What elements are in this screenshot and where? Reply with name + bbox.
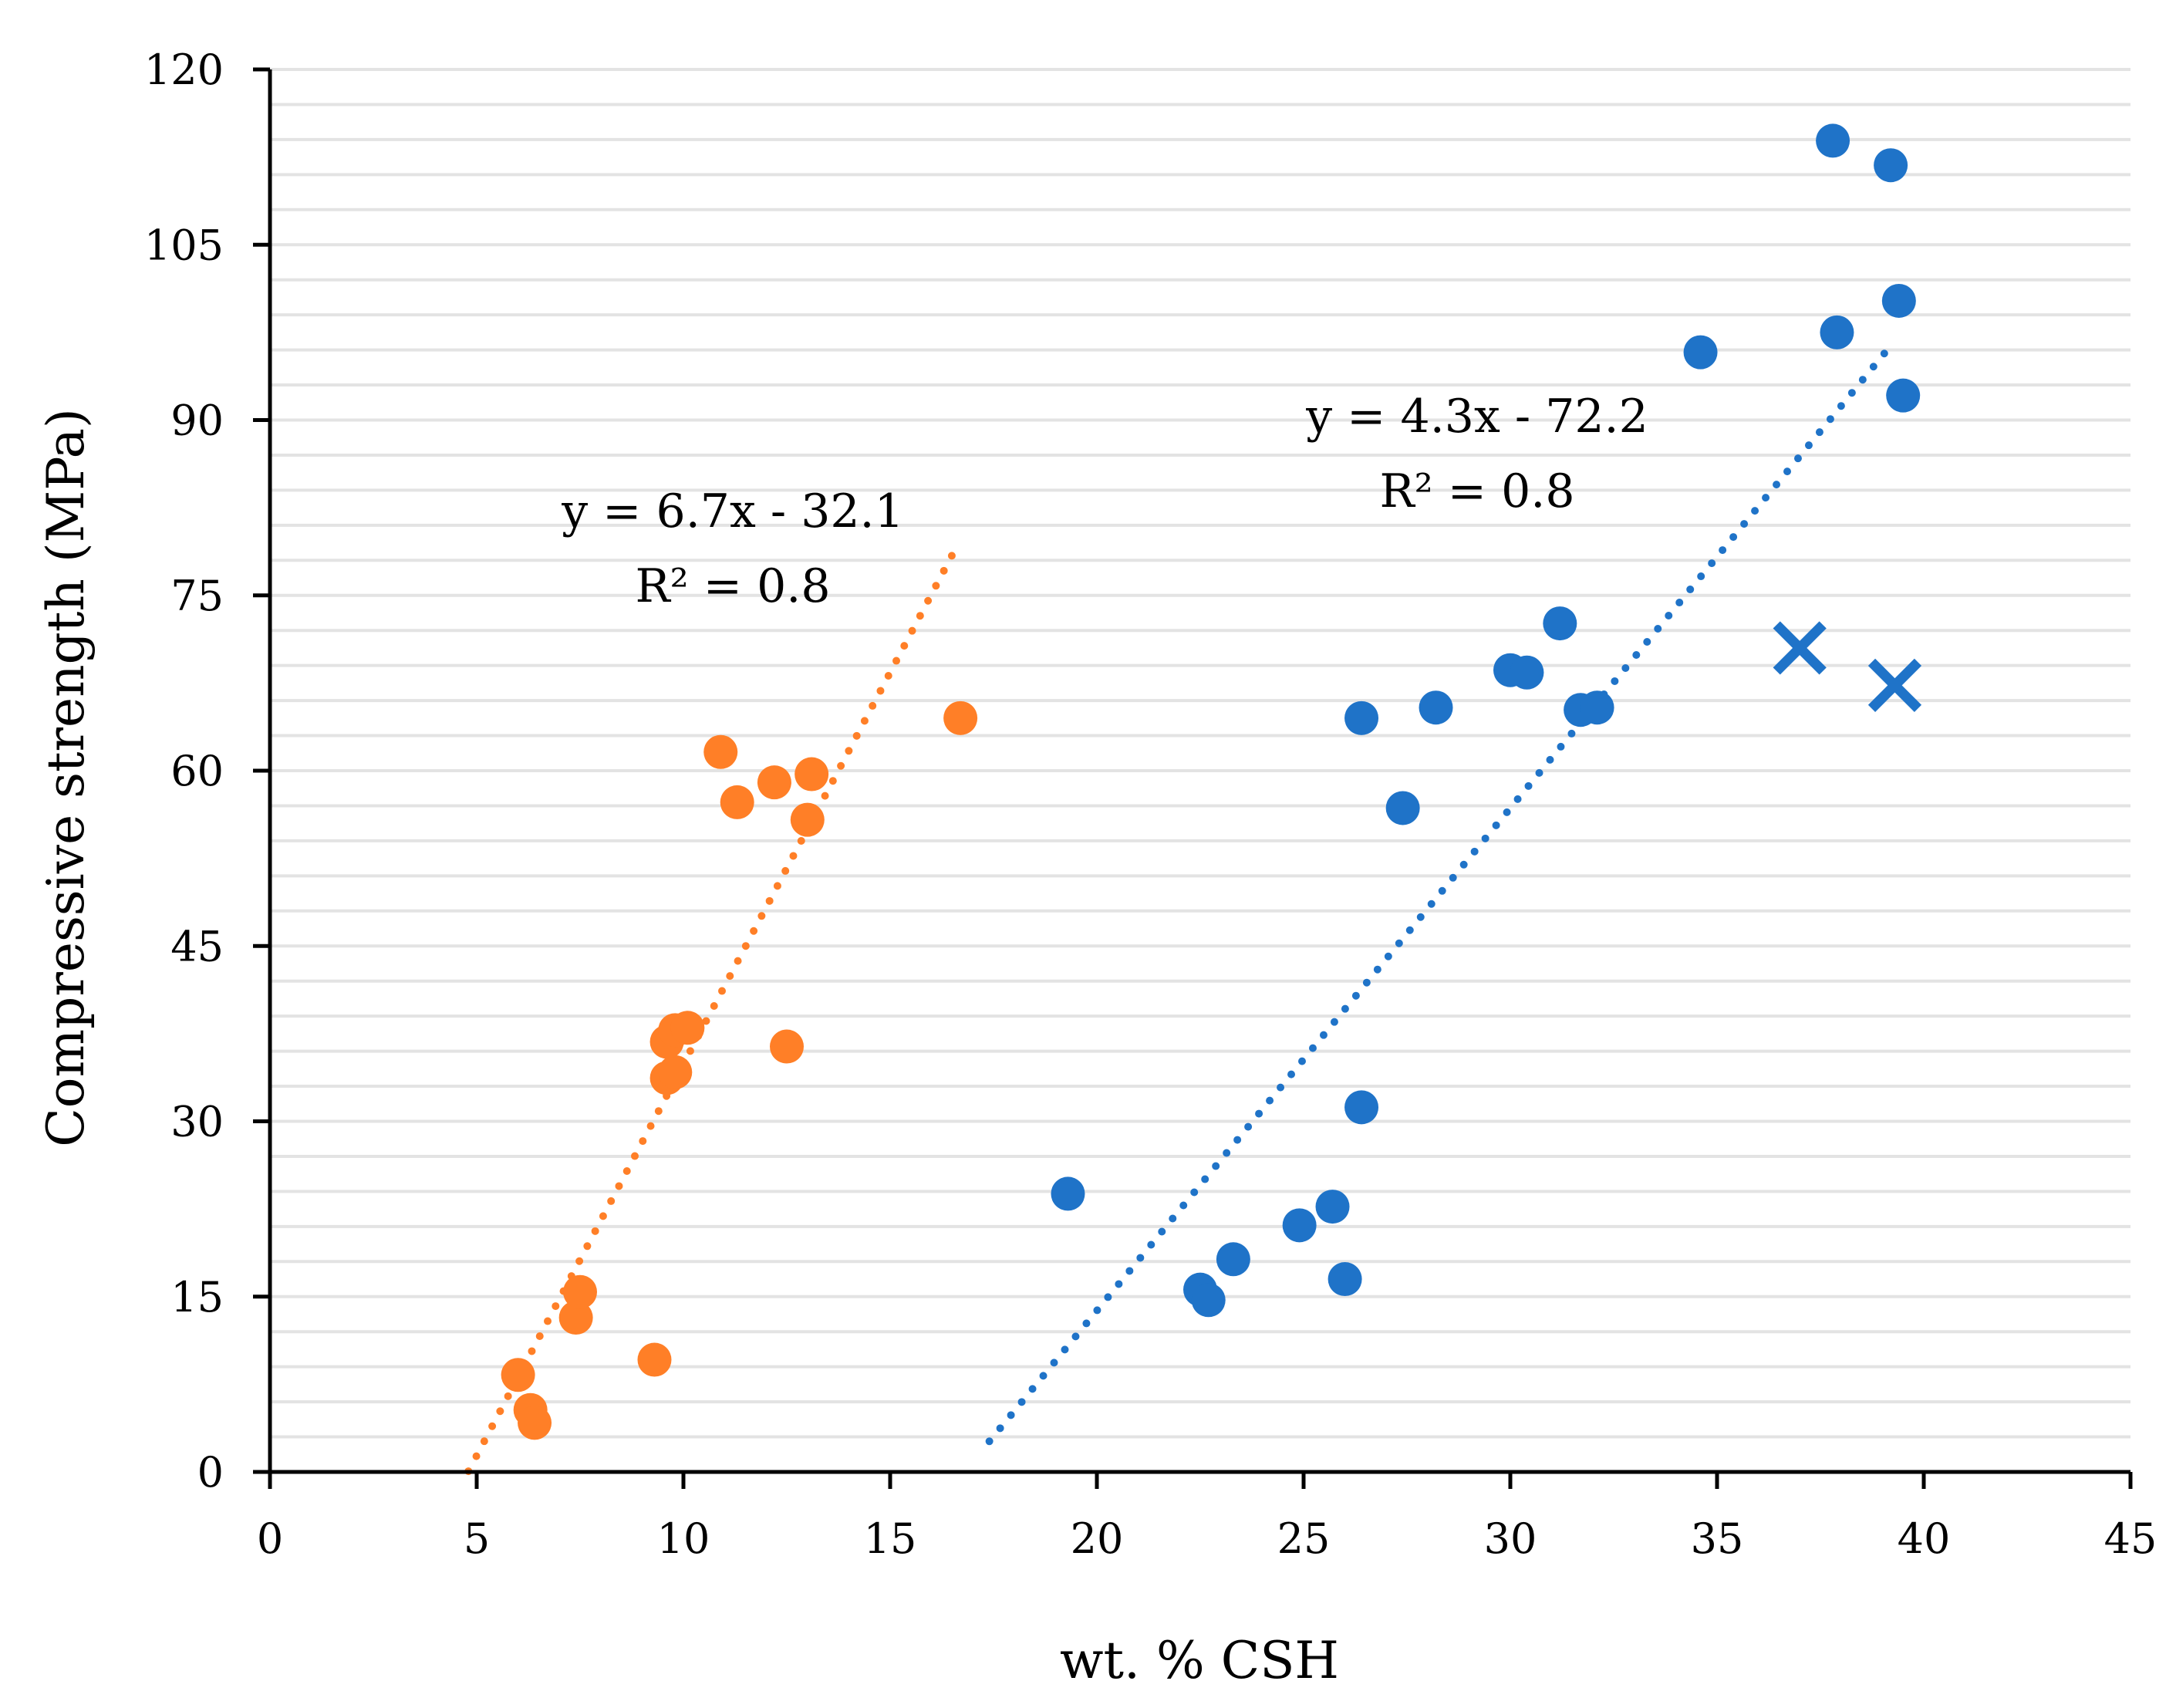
x-tick-label: 25 [1277,1514,1331,1563]
tick-labels: 0 15 30 45 60 75 90 105 120 0 5 10 15 20 25 30 35 40 45 [144,46,2157,1563]
x-tick-label: 30 [1484,1514,1537,1563]
blue-point [1328,1262,1362,1297]
blue-point [1315,1190,1350,1224]
orange-point [637,1342,672,1377]
blue-point [1419,690,1453,725]
orange-point [757,765,791,800]
blue-point [1216,1242,1250,1277]
orange-point [563,1274,597,1309]
y-tick-label: 30 [170,1098,224,1146]
orange-trend-equation: y = 6.7x - 32.1 [561,484,904,538]
orange-trendline [464,543,960,1476]
blue-trendline [985,336,1899,1446]
blue-point [1051,1176,1085,1211]
orange-point [720,785,754,819]
x-tick-label: 5 [464,1514,490,1563]
data-points [501,123,1922,1440]
x-tick-label: 20 [1071,1514,1124,1563]
orange-point [703,734,738,769]
y-tick-label: 60 [170,747,224,795]
blue-point [1191,1283,1226,1318]
orange-point [790,802,825,837]
x-tick-label: 45 [2104,1514,2157,1563]
blue-trend-equation: y = 4.3x - 72.2 [1305,390,1648,444]
orange-point [501,1358,535,1392]
blue-outliers-point [1867,658,1922,713]
trendlines [464,336,1899,1476]
blue-point [1580,690,1614,725]
y-axis-title: Compressive strength (MPa) [36,408,96,1146]
x-tick-label: 15 [864,1514,917,1563]
blue-point [1282,1208,1317,1243]
orange-point [770,1029,804,1064]
orange-point [558,1301,593,1335]
orange-point [943,700,978,735]
blue-point [1881,283,1916,318]
blue-point [1344,700,1379,735]
blue-point [1816,123,1850,158]
x-tick-label: 0 [257,1514,283,1563]
x-marker-stroke [1773,621,1827,675]
y-tick-label: 45 [170,922,224,970]
blue-point [1820,315,1854,349]
orange-point [518,1406,552,1440]
blue-trend-r2: R² = 0.8 [1379,464,1574,518]
x-tick-label: 10 [657,1514,710,1563]
blue-point [1385,791,1420,825]
blue-point [1886,378,1921,413]
orange-point [794,757,829,792]
blue-point [1874,148,1908,183]
grid [270,68,2130,1439]
orange-point [670,1011,705,1045]
y-tick-label: 15 [170,1273,224,1322]
x-axis-title: wt. % CSH [1060,1631,1339,1690]
blue-point [1344,1090,1379,1125]
orange-trend-r2: R² = 0.8 [635,559,830,613]
y-tick-label: 75 [170,572,224,620]
orange-point [658,1055,693,1089]
x-tick-label: 35 [1691,1514,1744,1563]
y-tick-label: 90 [170,397,224,445]
blue-outliers-point [1773,621,1827,675]
blue-point [1510,655,1544,690]
axes [253,67,2133,1489]
blue-point [1683,335,1718,370]
y-tick-label: 120 [144,46,224,94]
y-tick-label: 105 [144,221,224,269]
x-marker-stroke [1867,658,1922,713]
x-tick-label: 40 [1898,1514,1951,1563]
blue-point [1543,606,1577,641]
y-tick-label: 0 [197,1448,224,1497]
